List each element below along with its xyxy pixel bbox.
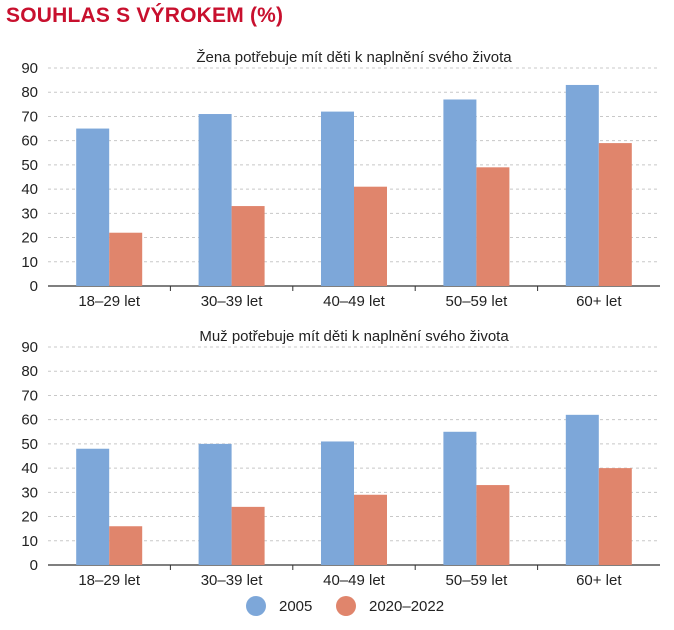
chart-2-category-label: 60+ let [576,572,622,589]
chart-1-title: Žena potřebuje mít děti k naplnění svého… [196,49,512,66]
chart-1-bar-2020-2022 [231,206,265,286]
chart-1-category-label: 40–49 let [323,293,386,310]
chart-1-ytick-label: 70 [21,108,38,125]
chart-1-ytick-label: 60 [21,133,38,150]
legend-swatch-2020-2022 [336,596,356,616]
chart-1-ytick-label: 30 [21,205,38,222]
chart-1-bar-2005 [198,114,232,287]
chart-2-bar-2005 [565,414,599,565]
chart-1-bar-2005 [565,84,599,286]
legend-swatch-2005 [246,596,266,616]
chart-2-ytick-label: 80 [21,363,38,380]
chart-2-category-label: 40–49 let [323,572,386,589]
chart-1-bar-2020-2022 [598,143,632,286]
page-title: SOUHLAS S VÝROKEM (%) [6,4,284,27]
chart-1-ytick-label: 80 [21,84,38,101]
chart-1-ytick-label: 10 [21,254,38,271]
charts-area: Žena potřebuje mít děti k naplnění svého… [21,49,660,589]
chart-1-ytick-label: 20 [21,230,38,247]
chart-2-bar-2020-2022 [231,506,265,565]
chart-2-bar-2005 [76,448,110,565]
chart-1-category-label: 30–39 let [201,293,264,310]
chart-2-ytick-label: 30 [21,484,38,501]
chart-1-category-label: 60+ let [576,293,622,310]
chart-1-bar-2005 [443,99,477,286]
chart-2-ytick-label: 40 [21,460,38,477]
chart-2-category-label: 18–29 let [78,572,141,589]
chart-1-bar-2005 [76,128,110,286]
legend: 2005 2020–2022 [0,596,674,624]
legend-item-2020-2022: 2020–2022 [336,596,444,616]
chart-1-ytick-label: 0 [30,278,38,295]
chart-1-category-label: 18–29 let [78,293,141,310]
chart-2-bar-2005 [321,441,354,565]
chart-2-ytick-label: 70 [21,387,38,404]
chart-1-bar-2020-2022 [476,167,510,286]
chart-1-bar-2020-2022 [109,232,143,286]
chart-2-category-label: 50–59 let [446,572,509,589]
legend-label-2020-2022: 2020–2022 [369,597,445,615]
chart-1-category-label: 50–59 let [446,293,509,310]
chart-2-bar-2005 [198,443,232,565]
chart-2-bar-2005 [443,431,477,565]
chart-2-ytick-label: 20 [21,509,38,526]
chart-1-bar-2005 [321,111,354,286]
chart-2-ytick-label: 10 [21,533,38,550]
legend-item-2005: 2005 [246,596,312,616]
chart-1-ytick-label: 50 [21,157,38,174]
chart-2-category-label: 30–39 let [201,572,264,589]
chart-2-ytick-label: 60 [21,412,38,429]
legend-label-2005: 2005 [279,597,313,615]
chart-2-bar-2020-2022 [476,485,510,565]
chart-1-ytick-label: 90 [21,60,38,77]
chart-2-ytick-label: 90 [21,339,38,356]
chart-2-title: Muž potřebuje mít děti k naplnění svého … [199,328,509,345]
chart-2-ytick-label: 0 [30,557,38,574]
chart-2-bar-2020-2022 [109,526,143,565]
chart-1-ytick-label: 40 [21,181,38,198]
chart-2-ytick-label: 50 [21,436,38,453]
chart-2-bar-2020-2022 [598,468,632,565]
chart-2-bar-2020-2022 [354,494,387,565]
chart-1-bar-2020-2022 [354,186,387,286]
